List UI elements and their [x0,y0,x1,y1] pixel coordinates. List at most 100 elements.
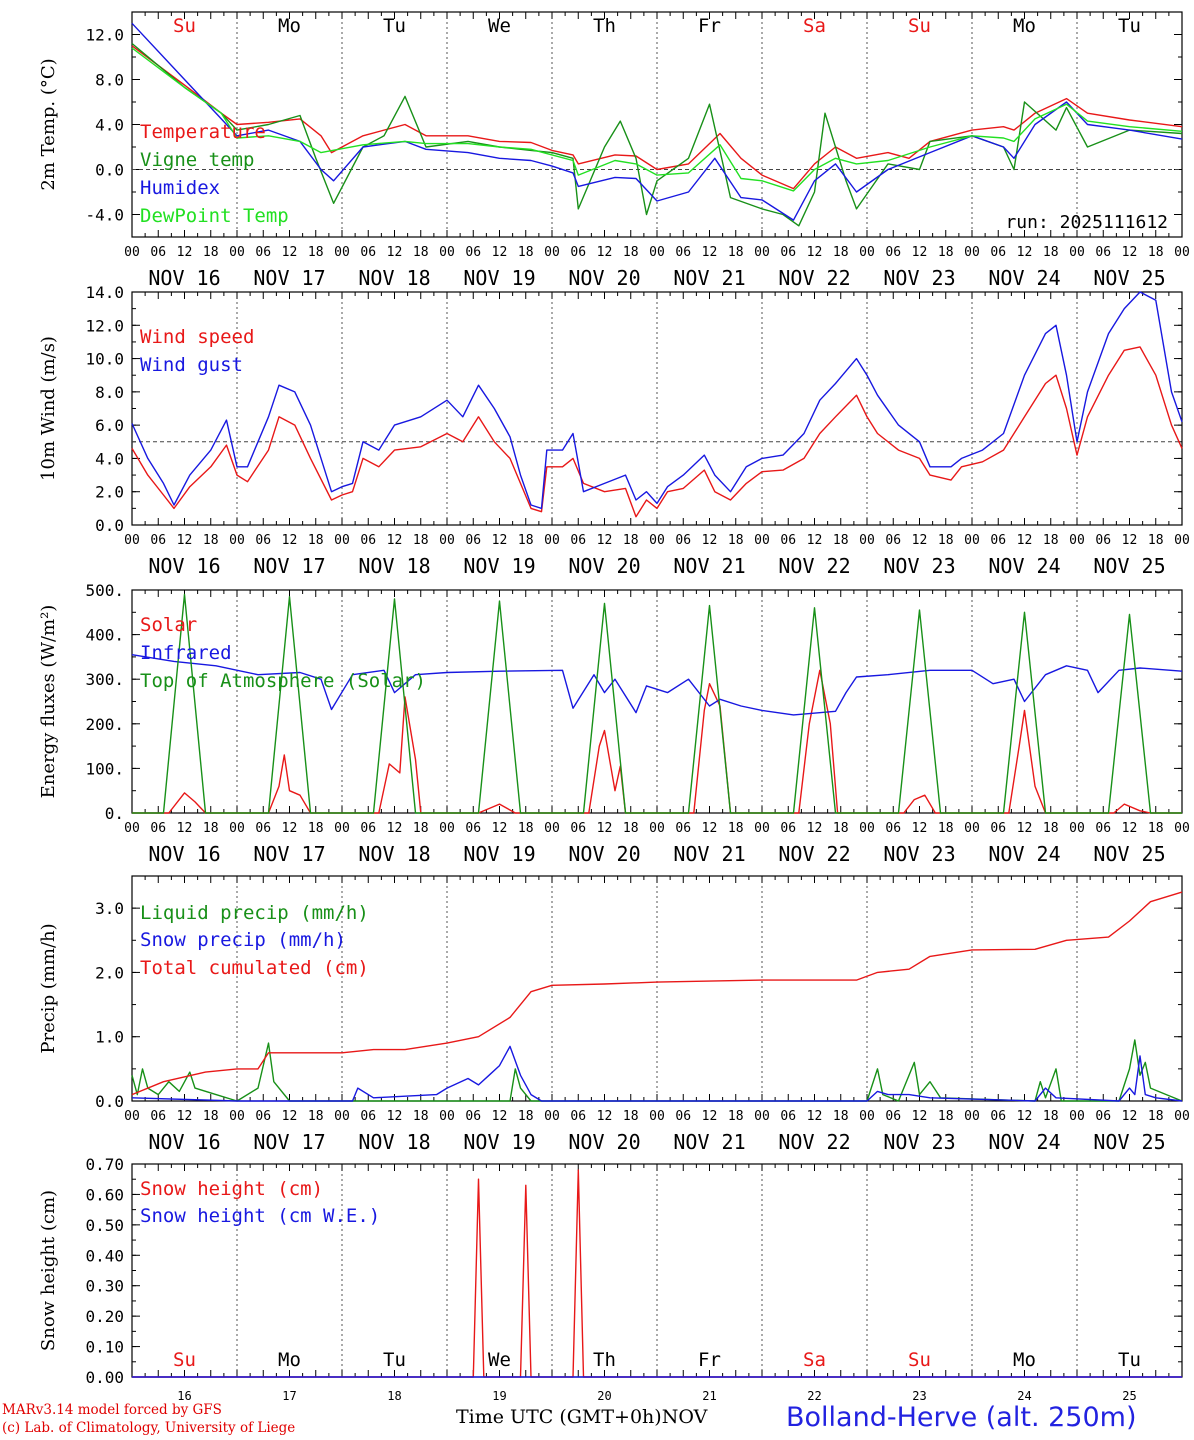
date-label: NOV 20 [568,554,640,578]
hour-tick-label: 06 [360,821,376,836]
run-label: run: 2025111612 [1005,212,1168,233]
hour-tick-label: 12 [492,821,508,836]
hour-tick-label: 12 [912,245,928,260]
hour-tick-label: 18 [518,533,534,548]
date-label: NOV 17 [253,266,325,290]
hour-tick-label: 00 [754,821,770,836]
hour-tick-label: 00 [1174,1109,1190,1124]
legend-entry: Solar [140,614,197,636]
date-label: NOV 24 [988,266,1060,290]
date-label: NOV 25 [1093,842,1165,866]
hour-tick-label: 06 [150,1109,166,1124]
hour-tick-label: 06 [780,245,796,260]
day-number-label: 23 [912,1389,926,1403]
hour-tick-label: 12 [1122,1109,1138,1124]
weekday-label: Su [908,15,931,37]
hour-tick-label: 12 [807,533,823,548]
hour-tick-label: 00 [229,245,245,260]
hour-tick-label: 06 [1095,821,1111,836]
hour-tick-label: 00 [544,821,560,836]
hour-tick-label: 18 [203,533,219,548]
hour-tick-label: 00 [1174,245,1190,260]
hour-tick-label: 00 [859,1109,875,1124]
hour-tick-label: 06 [885,821,901,836]
weekday-label: Tu [1118,1349,1141,1371]
hour-tick-label: 18 [308,1109,324,1124]
series-line-dewpoint-temp [131,47,1183,192]
hour-tick-label: 06 [675,533,691,548]
hour-tick-label: 00 [229,533,245,548]
y-tick-label: 100. [85,759,124,778]
legend-entry: Liquid precip (mm/h) [140,902,369,924]
hour-tick-label: 12 [387,821,403,836]
hour-tick-label: 18 [413,821,429,836]
hour-tick-label: 00 [544,1109,560,1124]
hour-tick-label: 18 [833,1109,849,1124]
hour-tick-label: 06 [360,1109,376,1124]
y-tick-label: 0.0 [95,1092,124,1111]
hour-tick-label: 18 [308,821,324,836]
footer-model-credit: MARv3.14 model forced by GFS [2,1402,222,1418]
hour-tick-label: 06 [780,533,796,548]
hour-tick-label: 18 [1148,1109,1164,1124]
hour-tick-label: 00 [334,533,350,548]
hour-tick-label: 18 [728,245,744,260]
hour-tick-label: 12 [1017,533,1033,548]
hour-tick-label: 00 [124,533,140,548]
date-label: NOV 21 [673,842,745,866]
hour-tick-label: 06 [990,533,1006,548]
date-label: NOV 21 [673,554,745,578]
y-tick-label: 14.0 [85,283,124,302]
hour-tick-label: 12 [702,533,718,548]
series-line-temperature [131,45,1183,190]
hour-tick-label: 00 [754,245,770,260]
hour-tick-label: 00 [124,245,140,260]
y-tick-label: 0.0 [95,516,124,535]
date-label: NOV 20 [568,1130,640,1154]
hour-tick-label: 00 [124,821,140,836]
hour-tick-label: 18 [1148,533,1164,548]
hour-tick-label: 12 [912,821,928,836]
hour-tick-label: 12 [177,1109,193,1124]
hour-tick-label: 12 [387,533,403,548]
date-label: NOV 17 [253,842,325,866]
hour-tick-label: 00 [1174,533,1190,548]
hour-tick-label: 12 [597,821,613,836]
y-tick-label: -4.0 [85,206,124,225]
hour-tick-label: 00 [544,245,560,260]
hour-tick-label: 18 [308,533,324,548]
month-label: NOV [661,1406,708,1428]
hour-tick-label: 18 [518,245,534,260]
hour-tick-label: 18 [728,533,744,548]
date-label: NOV 19 [463,554,535,578]
date-label: NOV 24 [988,1130,1060,1154]
date-label: NOV 22 [778,842,850,866]
hour-tick-label: 12 [387,1109,403,1124]
hour-tick-label: 12 [702,1109,718,1124]
legend-entry: Total cumulated (cm) [140,957,369,979]
hour-tick-label: 12 [1122,533,1138,548]
date-label: NOV 17 [253,1130,325,1154]
date-label: NOV 23 [883,1130,955,1154]
hour-tick-label: 00 [964,533,980,548]
time-axis-text: Time UTC (GMT+0h) [456,1406,662,1428]
hour-tick-label: 18 [623,245,639,260]
hour-tick-label: 06 [780,1109,796,1124]
hour-tick-label: 06 [570,533,586,548]
hour-tick-label: 00 [649,245,665,260]
day-number-label: 22 [807,1389,821,1403]
panel-precip: 3.0 2.0 1.0 0.0 Liquid precip (mm/h) Snow pre… [38,875,1190,1154]
legend-entry: Vigne temp [140,149,254,171]
hour-tick-label: 00 [1174,821,1190,836]
panel-temp: 12.0 8.0 4.0 0.0 -4.0 Temperature Vigne temp Hu… [38,11,1190,290]
hour-tick-label: 00 [964,245,980,260]
date-label: NOV 16 [148,1130,220,1154]
legend-entry: Wind gust [140,354,243,376]
hour-tick-label: 18 [938,1109,954,1124]
hour-tick-label: 12 [807,1109,823,1124]
y-tick-label: 200. [85,715,124,734]
hour-tick-label: 18 [833,533,849,548]
hour-tick-label: 06 [465,533,481,548]
y-tick-label: 0. [105,804,124,823]
date-label: NOV 20 [568,266,640,290]
